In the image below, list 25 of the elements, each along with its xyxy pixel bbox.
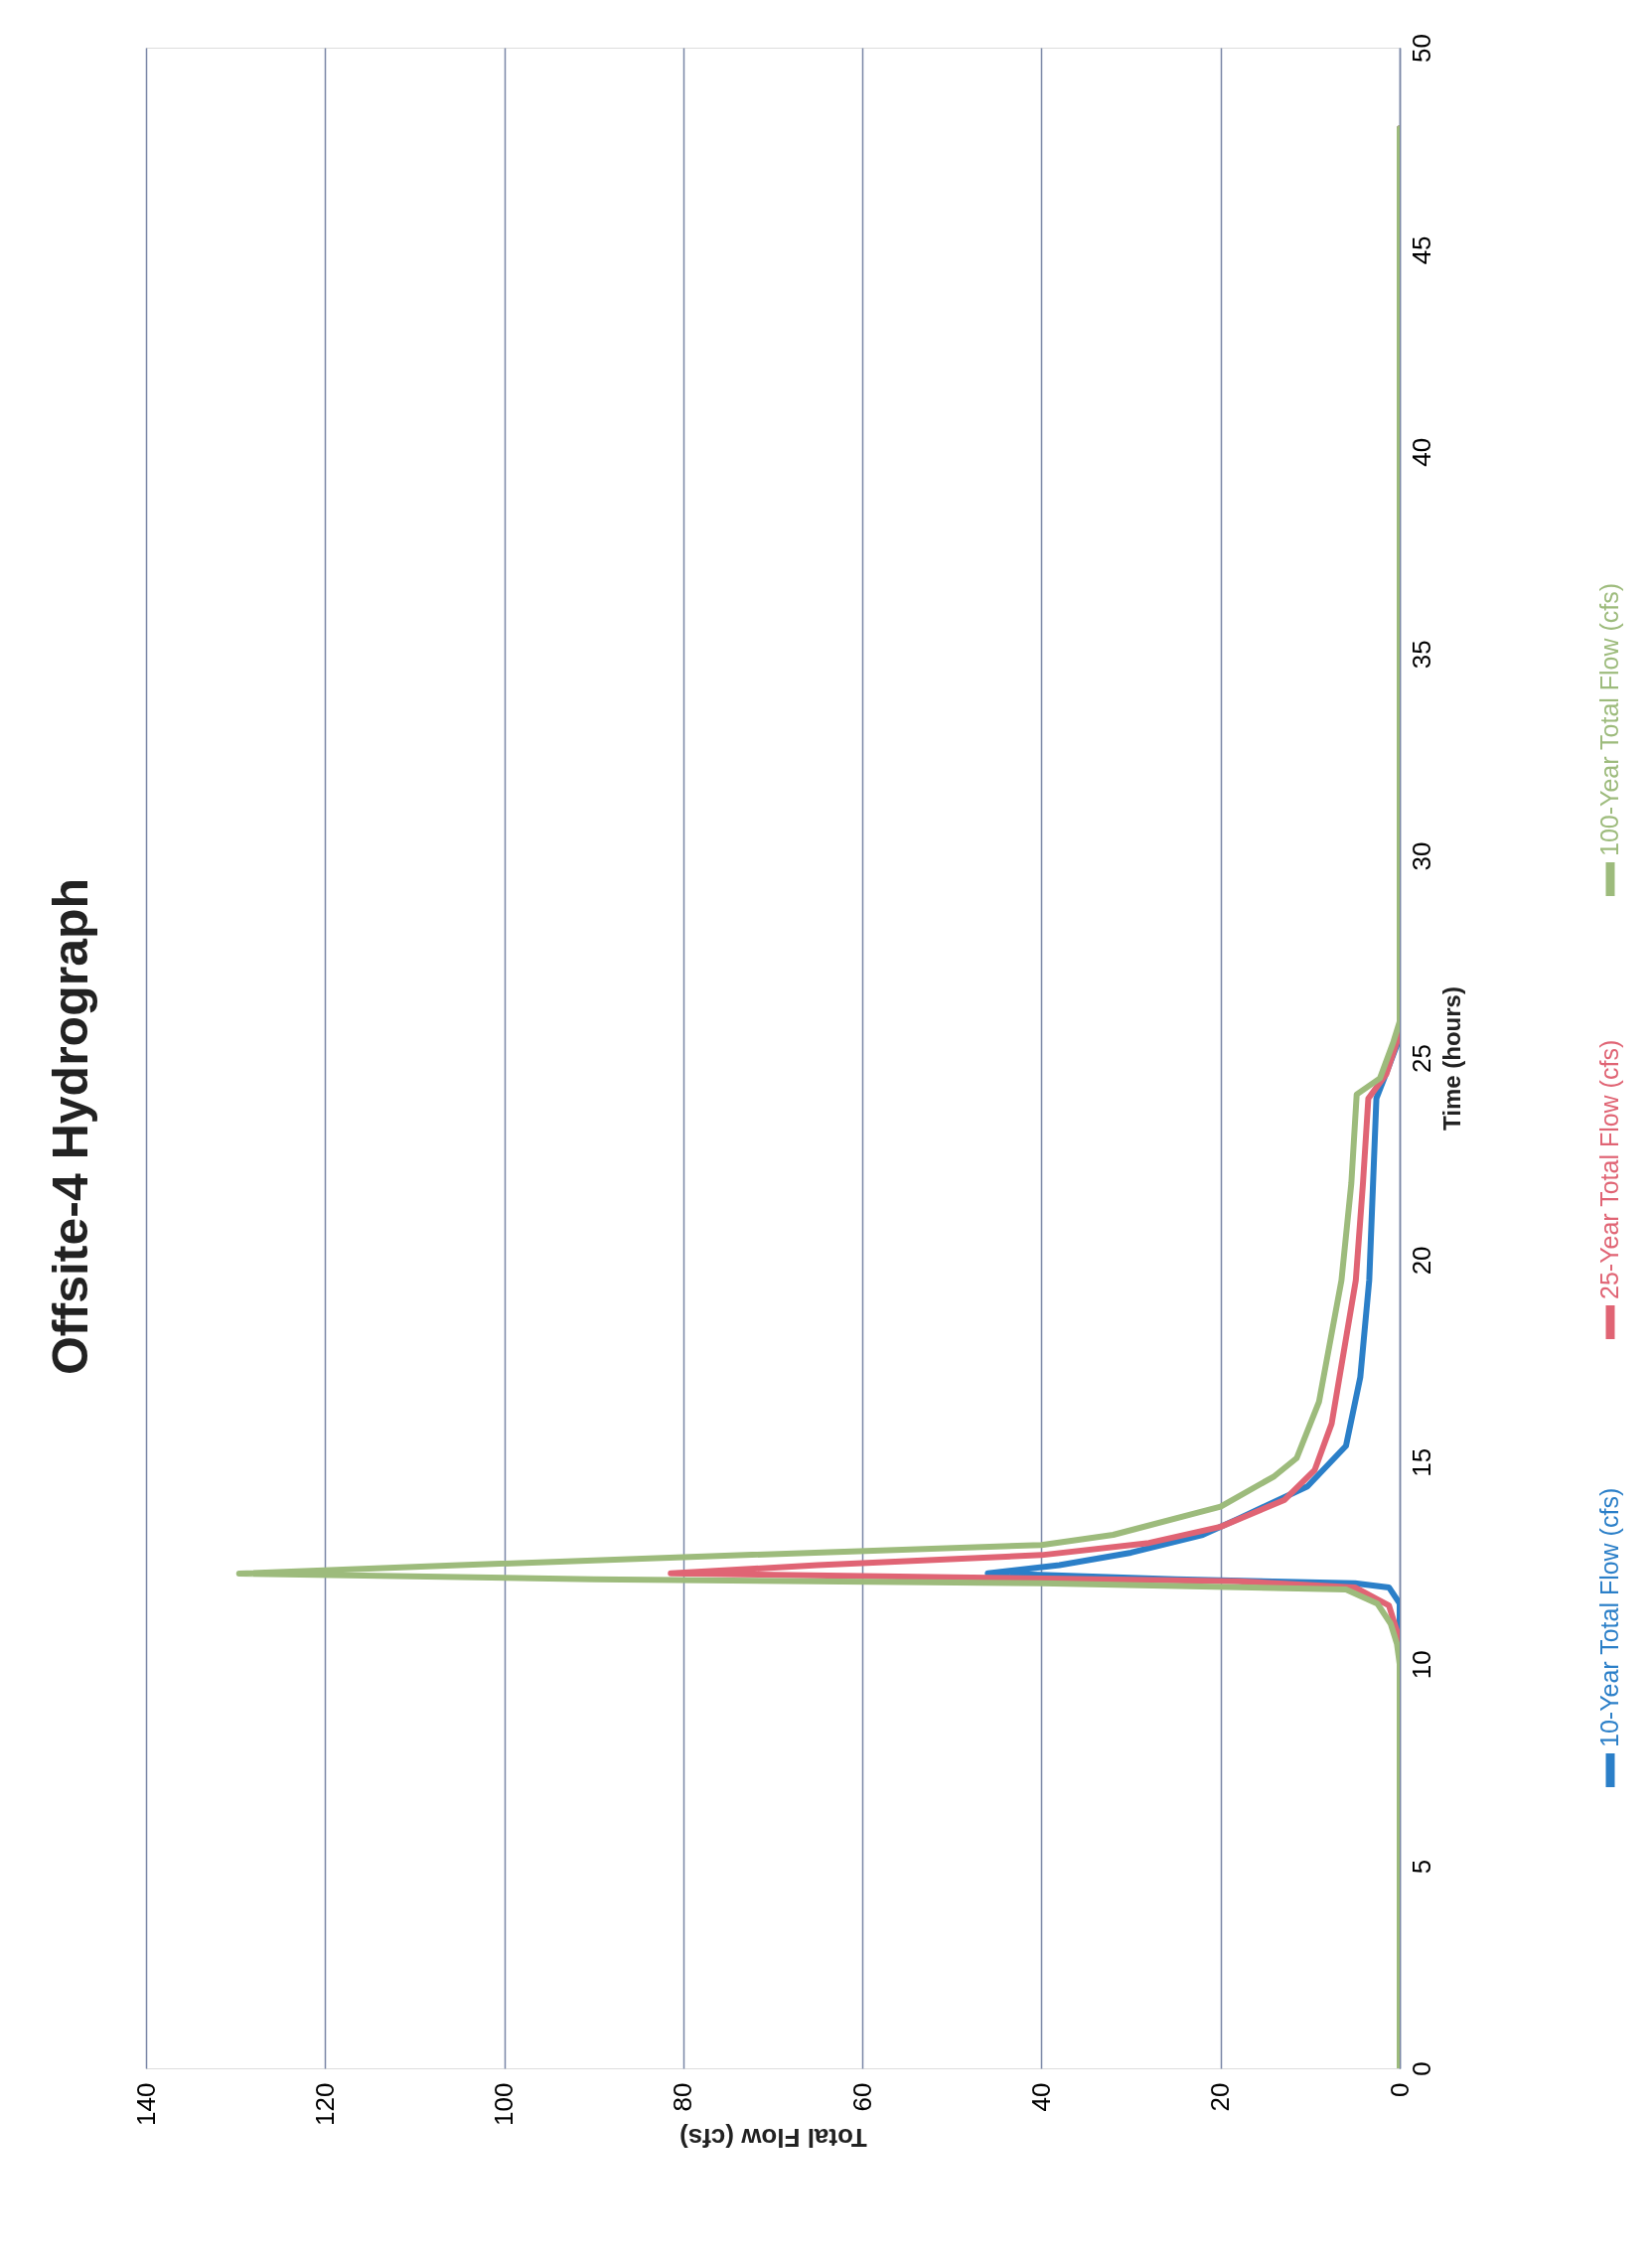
x-tick-label: 20	[1205, 2082, 1236, 2112]
y2-tick-label: 25	[1406, 1044, 1436, 1073]
x-tick-label: 60	[846, 2082, 877, 2112]
y2-tick-label: 10	[1406, 1650, 1436, 1680]
y2-tick-label: 5	[1406, 1859, 1436, 1875]
y2-tick-label: 30	[1406, 841, 1436, 871]
x-tick-label: 120	[309, 2082, 340, 2126]
text: Offsite-4 Hydrograph	[43, 877, 98, 1376]
y2-tick-label: 50	[1406, 34, 1436, 63]
y2-tick-label: 35	[1406, 640, 1436, 670]
x-tick-label: 140	[130, 2082, 161, 2126]
x-tick-label: 40	[1025, 2082, 1056, 2112]
x-tick-label: 100	[489, 2082, 520, 2126]
x-axis-title: Total Flow (cfs)	[679, 2122, 867, 2153]
y2-tick-label: 0	[1406, 2061, 1436, 2076]
y2-tick-label: 15	[1406, 1447, 1436, 1477]
y2-tick-label: 45	[1406, 235, 1436, 265]
y2-tick-label: 40	[1406, 437, 1436, 467]
y2-tick-label: 20	[1406, 1246, 1436, 1276]
y2-axis-title: Time (hours)	[1437, 986, 1465, 1131]
text: 10-Year Total Flow (cfs)	[1595, 1487, 1623, 1747]
x-tick-label: 80	[668, 2082, 698, 2112]
x-tick-label: 0	[1384, 2082, 1415, 2097]
text: 25-Year Total Flow (cfs)	[1595, 1039, 1623, 1299]
text: 100-Year Total Flow (cfs)	[1595, 582, 1623, 856]
